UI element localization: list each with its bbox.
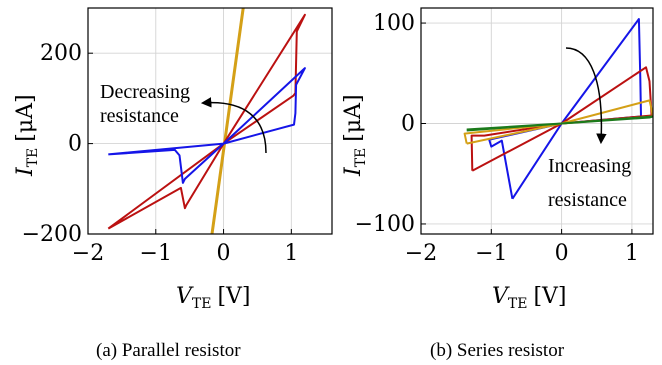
tick-labels: −2 −1 0 1 −200 0 200 [22,41,299,266]
y-tick-label: 0 [401,112,415,137]
y-tick-label: −200 [22,222,82,247]
series-line-3 [108,67,306,184]
series-group [107,8,306,234]
x-axis-label: VTE [V] [176,284,251,312]
y-tick-label: 0 [68,132,82,157]
parallel-resistor-chart: −2 −1 0 1 −200 0 200 Decreasing resistance VTE… [13,7,333,361]
x-tick-label: −1 [475,241,507,266]
caption: (a) Parallel resistor [96,340,241,361]
y-tick-label: −100 [355,212,415,237]
x-tick-label: 1 [284,241,298,266]
x-tick-label: 0 [217,241,231,266]
plot-frame [420,7,654,235]
y-axis-label: ITE[μA] [341,94,369,177]
annotation-line-2: resistance [100,105,179,127]
y-tick-label: 200 [40,41,82,66]
annotation-arrow [200,97,267,154]
x-tick-label: −2 [405,241,437,266]
caption: (b) Series resistor [430,340,565,361]
annotation-line-1: Increasing [548,155,631,177]
series-line-3 [463,99,653,145]
x-tick-label: 0 [555,241,569,266]
series-line-2 [107,13,306,230]
x-axis-label: VTE [V] [492,284,567,312]
series-resistor-chart: −2 −1 0 1 −100 0 100 Increasing resistance VTE… [341,7,654,361]
annotation-line-1: Decreasing [100,81,190,103]
x-tick-label: −1 [140,241,172,266]
y-axis-label: ITE[μA] [13,94,41,177]
annotation-arrow [565,47,607,145]
plot-frame [87,7,333,235]
tick-labels: −2 −1 0 1 −100 0 100 [355,11,639,266]
series-line-1 [210,8,245,234]
x-tick-label: −2 [72,241,104,266]
y-tick-label: 100 [373,11,415,36]
x-tick-label: 1 [625,241,639,266]
annotation-line-2: resistance [548,189,627,211]
series-line-4 [466,115,653,132]
